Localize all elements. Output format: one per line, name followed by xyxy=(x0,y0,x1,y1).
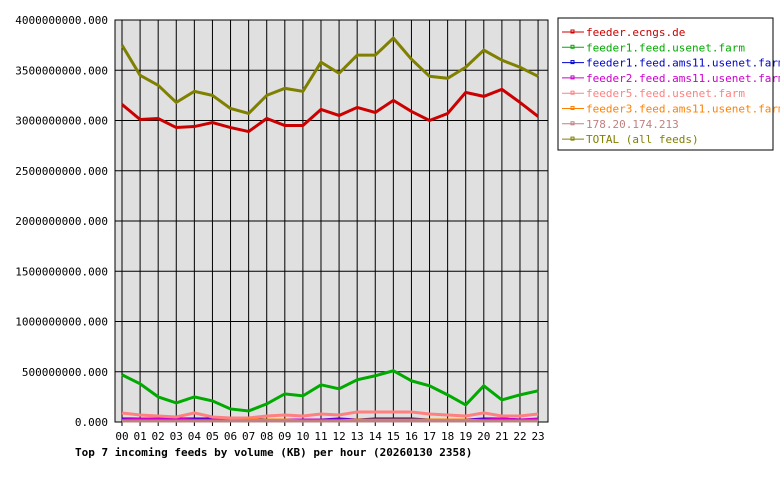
x-tick-label: 13 xyxy=(351,430,364,443)
legend-label: feeder1.feed.ams11.usenet.farm xyxy=(586,57,780,70)
y-tick-label: 3000000000.000 xyxy=(15,115,108,128)
y-tick-label: 0.000 xyxy=(75,416,108,429)
y-tick-label: 1500000000.000 xyxy=(15,265,108,278)
y-tick-label: 1000000000.000 xyxy=(15,316,108,329)
x-tick-label: 08 xyxy=(260,430,273,443)
x-tick-label: 02 xyxy=(152,430,165,443)
y-tick-label: 4000000000.000 xyxy=(15,14,108,27)
x-tick-labels: 00 01 02 03 04 05 06 07 08 09 10 11 12 13 14 15 16 17 18 19… xyxy=(115,430,544,443)
x-tick-label: 16 xyxy=(405,430,418,443)
y-tick-label: 2500000000.000 xyxy=(15,165,108,178)
x-tick-label: 23 xyxy=(531,430,544,443)
legend-label: 178.20.174.213 xyxy=(586,118,679,131)
series-line xyxy=(120,35,539,116)
x-tick-label: 15 xyxy=(387,430,400,443)
legend-box xyxy=(557,17,774,151)
y-tick-label: 500000000.000 xyxy=(22,366,108,379)
x-tick-label: 14 xyxy=(369,430,383,443)
legend-marker xyxy=(570,136,575,141)
legend-marker xyxy=(570,60,575,65)
x-tick-label: 03 xyxy=(170,430,183,443)
x-tick-label: 22 xyxy=(513,430,526,443)
legend-marker xyxy=(570,106,575,110)
x-tick-label: 17 xyxy=(423,430,436,443)
x-tick-label: 07 xyxy=(242,430,255,443)
legend-marker xyxy=(570,75,575,80)
x-tick-label: 11 xyxy=(314,430,327,443)
legend-label: feeder.ecngs.de xyxy=(586,26,685,39)
x-tick-label: 06 xyxy=(224,430,237,443)
chart-title: Top 7 incoming feeds by volume (KB) per … xyxy=(75,446,472,459)
x-tick-label: 01 xyxy=(133,430,146,443)
x-tick-label: 05 xyxy=(206,430,219,443)
legend-marker xyxy=(570,90,575,95)
legend-label: TOTAL (all feeds) xyxy=(586,133,699,146)
x-tick-label: 00 xyxy=(115,430,128,443)
legend-marker xyxy=(570,44,575,49)
legend-marker xyxy=(570,121,575,126)
x-tick-label: 19 xyxy=(459,430,472,443)
legend-label: feeder5.feed.usenet.farm xyxy=(586,87,745,100)
series-line xyxy=(121,410,539,420)
series-lines xyxy=(120,35,539,423)
legend: feeder.ecngs.de feeder1.feed.usenet.farm f… xyxy=(562,26,780,146)
y-tick-label: 2000000000.000 xyxy=(15,215,108,228)
legend-marker xyxy=(570,29,575,34)
x-tick-label: 21 xyxy=(495,430,508,443)
legend-label: feeder2.feed.ams11.usenet.farm xyxy=(586,72,780,85)
legend-label: feeder3.feed.ams11.usenet.farm xyxy=(586,103,780,116)
series-line xyxy=(121,87,539,134)
y-tick-label: 3500000000.000 xyxy=(15,64,108,77)
x-tick-label: 18 xyxy=(441,430,454,443)
y-tick-labels: 0.000 500000000.000 1000000000.000 15000000… xyxy=(15,14,108,429)
legend-label: feeder1.feed.usenet.farm xyxy=(586,41,745,54)
x-tick-label: 20 xyxy=(477,430,490,443)
series-line xyxy=(121,369,539,413)
x-tick-label: 10 xyxy=(296,430,309,443)
x-tick-label: 12 xyxy=(332,430,345,443)
x-tick-label: 09 xyxy=(278,430,291,443)
x-tick-label: 04 xyxy=(188,430,202,443)
